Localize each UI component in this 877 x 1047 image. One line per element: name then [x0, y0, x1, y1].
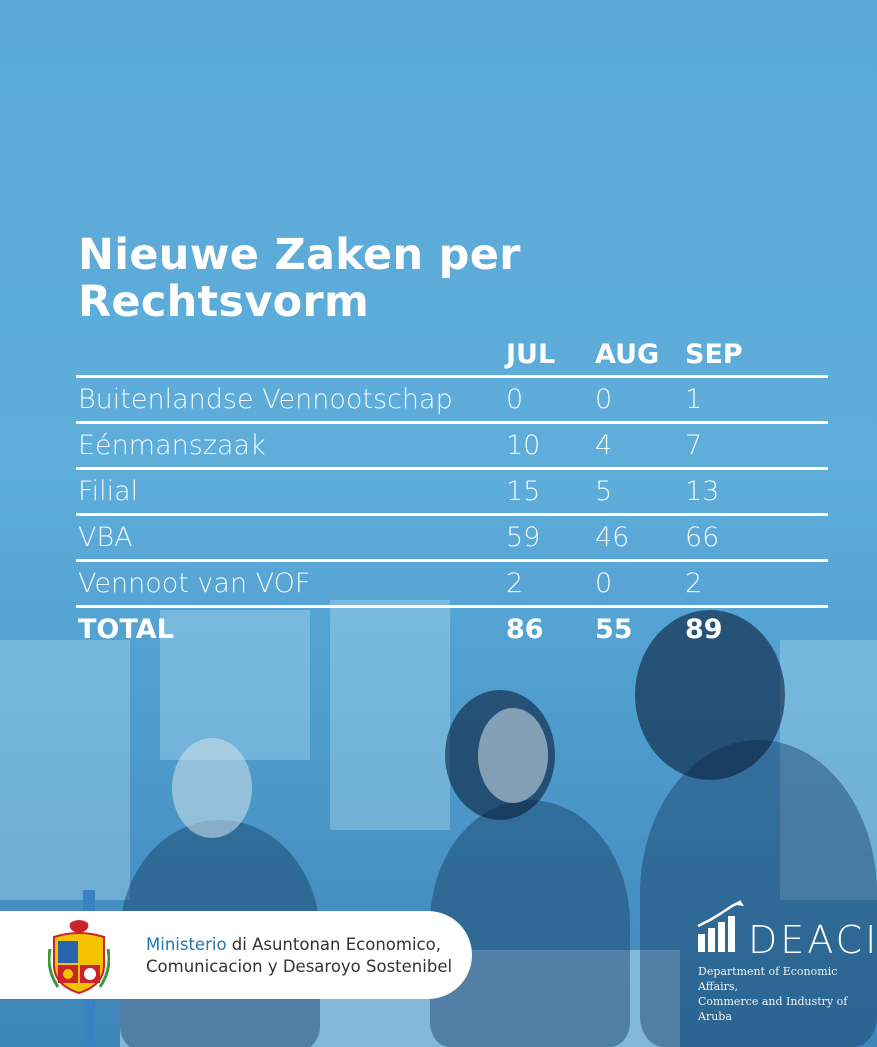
title-line-1: Nieuwe Zaken per — [78, 230, 521, 280]
row-label: Eénmanszaak — [78, 430, 266, 461]
accent-stripe — [83, 999, 95, 1047]
page-title: Nieuwe Zaken per Rechtsvorm — [78, 232, 521, 326]
cell-sep: 1 — [685, 384, 703, 415]
cell-jul: 15 — [506, 476, 541, 507]
table-row: Buitenlandse Vennootschap 0 0 1 — [76, 375, 828, 421]
cell-aug: 0 — [595, 384, 613, 415]
cell-jul: 2 — [506, 568, 524, 599]
table-header: JUL AUG SEP — [76, 335, 828, 375]
ministry-accent-word: Ministerio — [146, 935, 227, 954]
title-line-2: Rechtsvorm — [78, 277, 370, 327]
table-row: VBA 59 46 66 — [76, 513, 828, 559]
deaci-subtitle-line2: Commerce and Industry of Aruba — [698, 995, 848, 1023]
ministry-line2: Comunicacion y Desaroyo Sostenibel — [146, 957, 453, 976]
cell-aug: 0 — [595, 568, 613, 599]
row-label: Filial — [78, 476, 139, 507]
total-jul: 86 — [506, 614, 544, 645]
row-label: Vennoot van VOF — [78, 568, 311, 599]
table-row: Filial 15 5 13 — [76, 467, 828, 513]
deaci-subtitle: Department of Economic Affairs, Commerce… — [698, 964, 877, 1024]
column-header-jul: JUL — [506, 339, 556, 370]
cell-aug: 5 — [595, 476, 613, 507]
deaci-chart-icon — [697, 900, 744, 952]
total-sep: 89 — [685, 614, 723, 645]
column-header-aug: AUG — [595, 339, 660, 370]
cell-jul: 10 — [506, 430, 541, 461]
table-row: Eénmanszaak 10 4 7 — [76, 421, 828, 467]
ministry-name: Ministerio di Asuntonan Economico, Comun… — [146, 934, 452, 978]
row-label: VBA — [78, 522, 133, 553]
cell-sep: 2 — [685, 568, 703, 599]
cell-sep: 66 — [685, 522, 720, 553]
aruba-crest-icon — [48, 920, 110, 995]
cell-jul: 59 — [506, 522, 541, 553]
table-row: Vennoot van VOF 2 0 2 — [76, 559, 828, 605]
ministry-line1: di Asuntonan Economico, — [226, 935, 441, 954]
ministry-logo-card: Ministerio di Asuntonan Economico, Comun… — [0, 911, 472, 999]
deaci-subtitle-line1: Department of Economic Affairs, — [698, 965, 838, 993]
accent-stripe — [83, 890, 95, 911]
cell-sep: 13 — [685, 476, 720, 507]
cell-jul: 0 — [506, 384, 524, 415]
cell-sep: 7 — [685, 430, 703, 461]
total-label: TOTAL — [78, 614, 174, 645]
cell-aug: 46 — [595, 522, 630, 553]
deaci-name: DEACI — [748, 918, 877, 962]
column-header-sep: SEP — [685, 339, 743, 370]
business-table: JUL AUG SEP Buitenlandse Vennootschap 0 … — [76, 335, 828, 651]
total-aug: 55 — [595, 614, 633, 645]
row-label: Buitenlandse Vennootschap — [78, 384, 453, 415]
total-row: TOTAL 86 55 89 — [76, 605, 828, 651]
cell-aug: 4 — [595, 430, 613, 461]
